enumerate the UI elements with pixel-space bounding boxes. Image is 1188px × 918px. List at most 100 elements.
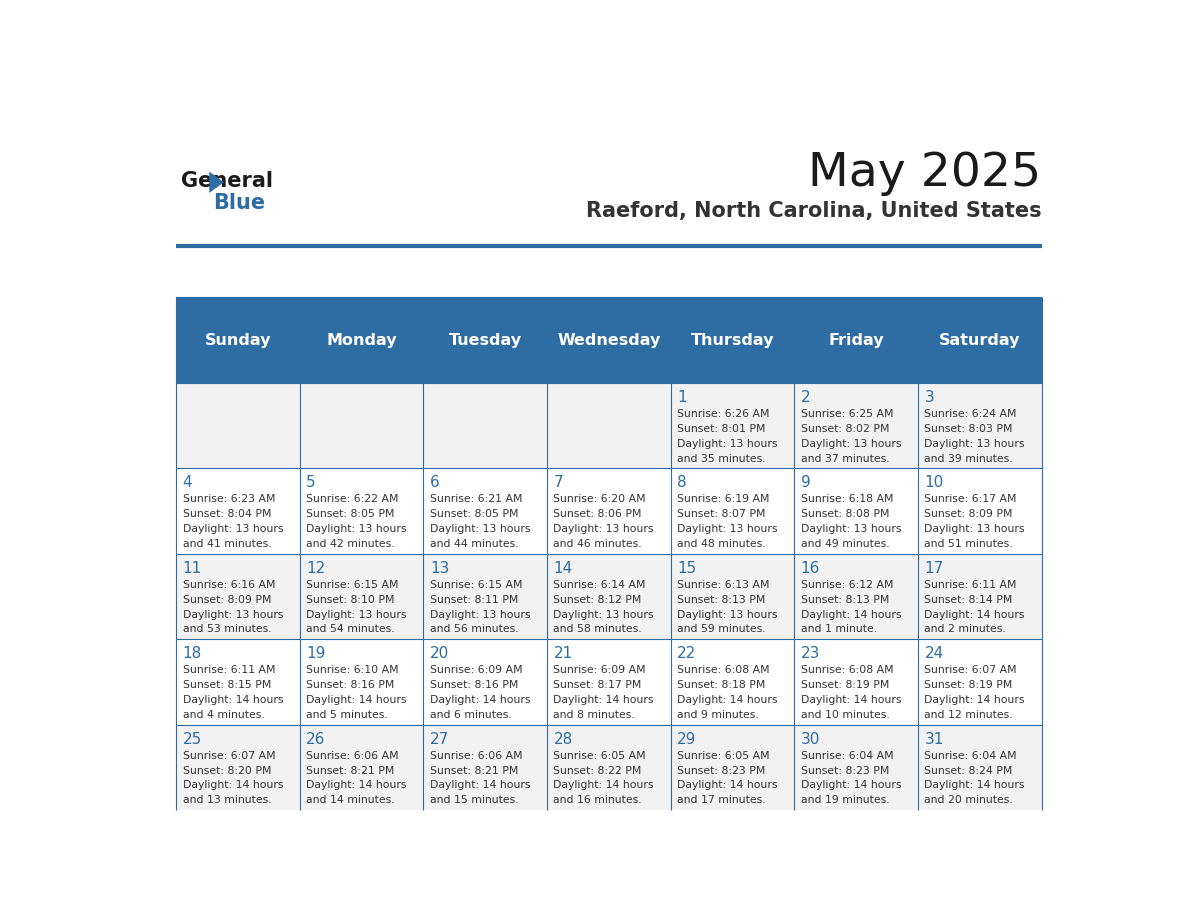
- Text: and 56 minutes.: and 56 minutes.: [430, 624, 518, 634]
- Text: and 15 minutes.: and 15 minutes.: [430, 795, 518, 805]
- Text: 29: 29: [677, 732, 696, 746]
- Text: Sunset: 8:13 PM: Sunset: 8:13 PM: [801, 595, 889, 605]
- Text: and 14 minutes.: and 14 minutes.: [307, 795, 394, 805]
- Text: and 35 minutes.: and 35 minutes.: [677, 453, 766, 464]
- Bar: [176, 554, 1042, 639]
- Text: and 48 minutes.: and 48 minutes.: [677, 539, 766, 549]
- Text: Daylight: 14 hours: Daylight: 14 hours: [801, 610, 902, 620]
- Text: Sunset: 8:14 PM: Sunset: 8:14 PM: [924, 595, 1012, 605]
- Text: Sunset: 8:05 PM: Sunset: 8:05 PM: [307, 509, 394, 520]
- Text: Sunrise: 6:04 AM: Sunrise: 6:04 AM: [924, 751, 1017, 761]
- Text: and 5 minutes.: and 5 minutes.: [307, 710, 388, 720]
- Text: Sunset: 8:10 PM: Sunset: 8:10 PM: [307, 595, 394, 605]
- Text: Sunrise: 6:10 AM: Sunrise: 6:10 AM: [307, 666, 399, 676]
- Text: Sunset: 8:02 PM: Sunset: 8:02 PM: [801, 424, 890, 434]
- Text: Daylight: 13 hours: Daylight: 13 hours: [554, 610, 653, 620]
- Text: and 17 minutes.: and 17 minutes.: [677, 795, 766, 805]
- Text: Sunset: 8:17 PM: Sunset: 8:17 PM: [554, 680, 642, 690]
- Text: Sunrise: 6:11 AM: Sunrise: 6:11 AM: [183, 666, 276, 676]
- Text: 10: 10: [924, 476, 943, 490]
- Text: and 49 minutes.: and 49 minutes.: [801, 539, 890, 549]
- Text: Sunset: 8:03 PM: Sunset: 8:03 PM: [924, 424, 1013, 434]
- Text: Daylight: 13 hours: Daylight: 13 hours: [307, 610, 406, 620]
- Text: 1: 1: [677, 390, 687, 405]
- Text: and 20 minutes.: and 20 minutes.: [924, 795, 1013, 805]
- Text: 26: 26: [307, 732, 326, 746]
- Text: Sunset: 8:20 PM: Sunset: 8:20 PM: [183, 766, 271, 776]
- Text: 9: 9: [801, 476, 810, 490]
- Text: Daylight: 14 hours: Daylight: 14 hours: [183, 780, 283, 790]
- Text: and 16 minutes.: and 16 minutes.: [554, 795, 642, 805]
- Text: and 46 minutes.: and 46 minutes.: [554, 539, 642, 549]
- Text: and 12 minutes.: and 12 minutes.: [924, 710, 1013, 720]
- Text: Daylight: 13 hours: Daylight: 13 hours: [801, 524, 902, 534]
- Text: Sunset: 8:01 PM: Sunset: 8:01 PM: [677, 424, 765, 434]
- Text: Sunrise: 6:13 AM: Sunrise: 6:13 AM: [677, 580, 770, 590]
- Text: Sunset: 8:21 PM: Sunset: 8:21 PM: [430, 766, 518, 776]
- Text: Sunrise: 6:24 AM: Sunrise: 6:24 AM: [924, 409, 1017, 419]
- Text: Daylight: 14 hours: Daylight: 14 hours: [554, 695, 653, 705]
- Text: and 51 minutes.: and 51 minutes.: [924, 539, 1013, 549]
- Text: 6: 6: [430, 476, 440, 490]
- Text: 7: 7: [554, 476, 563, 490]
- Text: 2: 2: [801, 390, 810, 405]
- Text: Daylight: 14 hours: Daylight: 14 hours: [554, 780, 653, 790]
- Text: and 2 minutes.: and 2 minutes.: [924, 624, 1006, 634]
- Text: and 6 minutes.: and 6 minutes.: [430, 710, 512, 720]
- Text: 14: 14: [554, 561, 573, 576]
- Text: Sunrise: 6:06 AM: Sunrise: 6:06 AM: [430, 751, 523, 761]
- Text: and 39 minutes.: and 39 minutes.: [924, 453, 1013, 464]
- Text: Sunset: 8:23 PM: Sunset: 8:23 PM: [677, 766, 765, 776]
- Text: 4: 4: [183, 476, 192, 490]
- Text: 23: 23: [801, 646, 820, 661]
- Text: 18: 18: [183, 646, 202, 661]
- Text: Sunrise: 6:22 AM: Sunrise: 6:22 AM: [307, 495, 399, 505]
- Text: Sunset: 8:04 PM: Sunset: 8:04 PM: [183, 509, 271, 520]
- Text: Daylight: 13 hours: Daylight: 13 hours: [183, 610, 283, 620]
- Text: Sunset: 8:19 PM: Sunset: 8:19 PM: [924, 680, 1012, 690]
- Text: Raeford, North Carolina, United States: Raeford, North Carolina, United States: [586, 200, 1042, 220]
- Text: Sunset: 8:23 PM: Sunset: 8:23 PM: [801, 766, 889, 776]
- Text: Sunset: 8:16 PM: Sunset: 8:16 PM: [430, 680, 518, 690]
- Text: and 8 minutes.: and 8 minutes.: [554, 710, 636, 720]
- Text: Sunrise: 6:21 AM: Sunrise: 6:21 AM: [430, 495, 523, 505]
- Text: Sunday: Sunday: [204, 332, 271, 348]
- Text: Daylight: 14 hours: Daylight: 14 hours: [183, 695, 283, 705]
- Text: Sunset: 8:05 PM: Sunset: 8:05 PM: [430, 509, 518, 520]
- Text: Saturday: Saturday: [939, 332, 1020, 348]
- Text: Sunset: 8:16 PM: Sunset: 8:16 PM: [307, 680, 394, 690]
- Text: General: General: [181, 171, 273, 191]
- Text: Daylight: 14 hours: Daylight: 14 hours: [924, 780, 1025, 790]
- Text: Daylight: 13 hours: Daylight: 13 hours: [677, 439, 778, 449]
- Text: 25: 25: [183, 732, 202, 746]
- Text: 22: 22: [677, 646, 696, 661]
- Text: Sunset: 8:06 PM: Sunset: 8:06 PM: [554, 509, 642, 520]
- Text: Sunrise: 6:08 AM: Sunrise: 6:08 AM: [801, 666, 893, 676]
- Text: Sunrise: 6:23 AM: Sunrise: 6:23 AM: [183, 495, 276, 505]
- Text: and 13 minutes.: and 13 minutes.: [183, 795, 271, 805]
- Text: Sunrise: 6:06 AM: Sunrise: 6:06 AM: [307, 751, 399, 761]
- Text: and 58 minutes.: and 58 minutes.: [554, 624, 642, 634]
- Text: Daylight: 13 hours: Daylight: 13 hours: [430, 610, 530, 620]
- Text: Sunrise: 6:05 AM: Sunrise: 6:05 AM: [677, 751, 770, 761]
- Text: 3: 3: [924, 390, 934, 405]
- Text: Sunset: 8:19 PM: Sunset: 8:19 PM: [801, 680, 889, 690]
- Text: 13: 13: [430, 561, 449, 576]
- Text: Wednesday: Wednesday: [557, 332, 661, 348]
- Text: Daylight: 14 hours: Daylight: 14 hours: [430, 695, 530, 705]
- Text: Daylight: 13 hours: Daylight: 13 hours: [924, 524, 1025, 534]
- Text: Sunrise: 6:15 AM: Sunrise: 6:15 AM: [307, 580, 399, 590]
- Text: Sunrise: 6:15 AM: Sunrise: 6:15 AM: [430, 580, 523, 590]
- Text: 28: 28: [554, 732, 573, 746]
- Text: Sunrise: 6:12 AM: Sunrise: 6:12 AM: [801, 580, 893, 590]
- Text: 12: 12: [307, 561, 326, 576]
- Text: Sunset: 8:24 PM: Sunset: 8:24 PM: [924, 766, 1012, 776]
- Text: and 10 minutes.: and 10 minutes.: [801, 710, 890, 720]
- Text: and 1 minute.: and 1 minute.: [801, 624, 877, 634]
- Text: Daylight: 14 hours: Daylight: 14 hours: [924, 610, 1025, 620]
- Text: Daylight: 13 hours: Daylight: 13 hours: [183, 524, 283, 534]
- Text: Daylight: 13 hours: Daylight: 13 hours: [307, 524, 406, 534]
- Text: Sunset: 8:09 PM: Sunset: 8:09 PM: [924, 509, 1013, 520]
- Text: 24: 24: [924, 646, 943, 661]
- Text: and 4 minutes.: and 4 minutes.: [183, 710, 264, 720]
